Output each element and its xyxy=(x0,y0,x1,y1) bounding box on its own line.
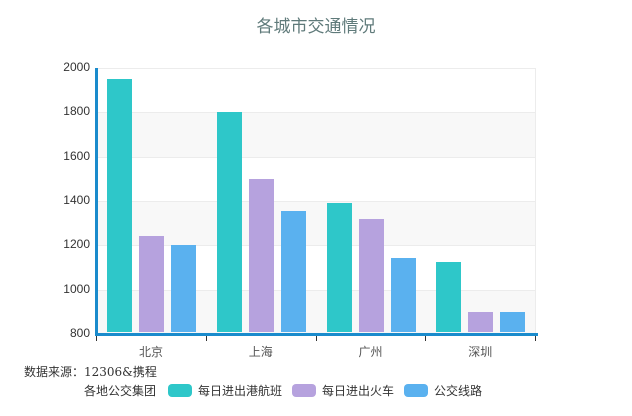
grid-band xyxy=(97,289,536,334)
x-category-label: 上海 xyxy=(248,345,273,359)
grid-band xyxy=(97,201,536,246)
legend-label: 每日进出火车 xyxy=(322,384,395,398)
legend-swatch-icon xyxy=(168,384,193,397)
bar[interactable] xyxy=(107,79,132,332)
data-source-note: 数据来源：12306&携程 xyxy=(24,365,157,379)
legend-swatch-icon xyxy=(292,384,317,397)
bar[interactable] xyxy=(280,210,306,332)
grid-band xyxy=(97,245,536,289)
bar[interactable] xyxy=(326,203,352,332)
plot-area xyxy=(97,68,536,334)
bar[interactable] xyxy=(139,236,164,332)
x-tick-mark xyxy=(535,336,536,341)
x-category-label: 北京 xyxy=(138,345,163,359)
legend-swatch-icon xyxy=(404,384,429,397)
x-tick-mark xyxy=(315,336,317,341)
bar[interactable] xyxy=(248,178,274,332)
y-tick-label: 1000 xyxy=(63,281,90,296)
chart-title: 各城市交通情况 xyxy=(256,17,376,37)
legend-item[interactable]: 每日进出火车 xyxy=(292,382,394,399)
x-tick-mark xyxy=(96,336,97,341)
bar[interactable] xyxy=(171,245,196,332)
bar[interactable] xyxy=(500,311,526,332)
y-tick-label: 1200 xyxy=(63,237,90,252)
y-tick-label: 1400 xyxy=(63,193,90,207)
y-axis-line xyxy=(95,68,98,336)
y-tick-label: 1800 xyxy=(63,104,90,119)
grid-band xyxy=(97,156,536,201)
y-tick-label: 1600 xyxy=(63,148,90,163)
x-axis-line xyxy=(95,333,538,336)
x-category-label: 广州 xyxy=(358,345,383,359)
bar[interactable] xyxy=(436,261,462,332)
x-tick-mark xyxy=(205,336,207,341)
legend-label: 公交线路 xyxy=(434,384,483,398)
legend-item[interactable]: 公交线路 xyxy=(404,382,482,399)
bar[interactable] xyxy=(468,311,494,332)
grid-band xyxy=(97,112,536,157)
x-tick-mark xyxy=(425,336,427,341)
legend: 各地公交集团 每日进出港航班 每日进出火车 公交线路 xyxy=(84,382,492,399)
grid-band xyxy=(97,68,536,112)
bar[interactable] xyxy=(216,112,242,332)
bar[interactable] xyxy=(390,257,416,332)
y-tick-label: 2000 xyxy=(63,60,90,74)
legend-item[interactable]: 每日进出港航班 xyxy=(168,382,282,399)
plot-border xyxy=(535,68,536,334)
y-tick-label: 800 xyxy=(69,326,90,340)
legend-label: 每日进出港航班 xyxy=(198,384,283,398)
x-category-label: 深圳 xyxy=(468,345,493,359)
bar[interactable] xyxy=(358,218,384,332)
legend-lead-text: 各地公交集团 xyxy=(84,384,157,398)
